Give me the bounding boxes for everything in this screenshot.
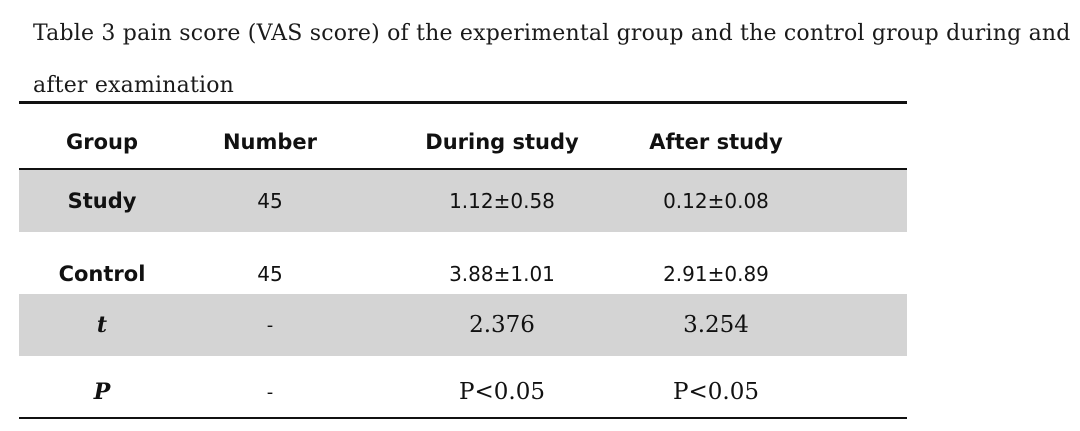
header-group: Group [65,130,139,154]
row-during: 3.88±1.01 [449,262,555,286]
row-label: Control [58,262,146,286]
table-header-rule [19,168,907,170]
row-during: 1.12±0.58 [449,189,555,213]
table-row-p-value: P - P<0.05 P<0.05 [19,367,907,417]
row-after: 0.12±0.08 [663,189,769,213]
row-during: P<0.05 [459,379,545,405]
row-label: Study [67,189,137,213]
table-top-rule [19,101,907,104]
row-after: P<0.05 [673,379,759,405]
table-row-study: Study 45 1.12±0.58 0.12±0.08 [19,170,907,232]
header-number: Number [222,130,318,154]
table-header-row: Group Number During study After study [19,116,907,168]
table-row-control: Control 45 3.88±1.01 2.91±0.89 [19,245,907,303]
header-during-study: During study [425,130,579,154]
row-label: P [93,379,111,405]
row-number: 45 [257,189,283,213]
table-bottom-rule [19,417,907,419]
table-caption: Table 3 pain score (VAS score) of the ex… [33,21,1071,98]
row-number: - [266,381,274,403]
row-after: 3.254 [683,312,749,338]
row-number: - [266,314,274,336]
header-after-study: After study [649,130,783,154]
row-during: 2.376 [469,312,535,338]
row-after: 2.91±0.89 [663,262,769,286]
table-row-t-statistic: t - 2.376 3.254 [19,294,907,356]
row-number: 45 [257,262,283,286]
row-label: t [96,312,108,338]
